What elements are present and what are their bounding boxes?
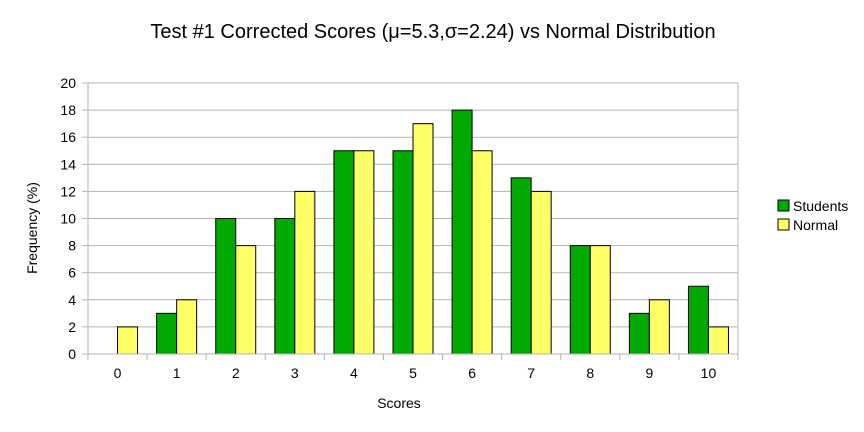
y-tick-label: 6 — [68, 265, 76, 281]
y-axis-label: Frequency (%) — [24, 182, 40, 274]
bar-normal — [235, 245, 257, 355]
x-tick-label: 0 — [114, 365, 122, 381]
y-tick-label: 16 — [60, 129, 76, 145]
x-tick-label: 9 — [645, 365, 653, 381]
bar-students — [156, 312, 178, 355]
y-tick-label: 12 — [60, 183, 76, 199]
x-tick-label: 6 — [468, 365, 476, 381]
y-tick-label: 0 — [68, 346, 76, 362]
bar-normal — [648, 299, 670, 355]
x-tick-labels: 0 1 2 3 4 5 6 7 8 9 10 — [114, 365, 717, 381]
x-tick-label: 1 — [173, 365, 181, 381]
bar-normal — [117, 326, 139, 355]
legend-label-normal: Normal — [793, 217, 838, 233]
bar-normal — [471, 150, 493, 355]
bar-normal — [530, 190, 552, 355]
x-tick-label: 7 — [527, 365, 535, 381]
y-tick-label: 2 — [68, 319, 76, 335]
legend-label-students: Students — [793, 198, 848, 214]
legend-swatch-normal — [777, 218, 790, 231]
bar-normal — [353, 150, 375, 355]
legend-swatch-students — [777, 199, 790, 212]
bar-students — [392, 150, 414, 355]
bar-students — [333, 150, 355, 355]
bar-students — [215, 218, 237, 355]
y-tick-labels: 0 2 4 6 8 10 12 14 16 18 20 — [60, 75, 76, 362]
plot-border — [87, 82, 739, 355]
bar-normal — [176, 299, 198, 355]
bar-students — [569, 245, 591, 355]
x-tick-label: 8 — [586, 365, 594, 381]
bar-students — [451, 109, 473, 355]
x-tick-label: 10 — [701, 365, 717, 381]
chart-title: Test #1 Corrected Scores (μ=5.3,σ=2.24) … — [150, 21, 715, 43]
y-tick-label: 4 — [68, 292, 76, 308]
x-tick-label: 3 — [291, 365, 299, 381]
bar-students — [274, 218, 296, 355]
bar-students — [687, 285, 709, 355]
bar-normal — [589, 245, 611, 355]
y-tick-label: 14 — [60, 156, 76, 172]
bar-students — [510, 177, 532, 355]
bar-normal — [294, 190, 316, 355]
y-tick-label: 8 — [68, 238, 76, 254]
y-tick-label: 10 — [60, 211, 76, 227]
legend: Students Normal — [777, 198, 848, 233]
bar-students — [628, 312, 650, 355]
bar-normal — [412, 123, 434, 355]
x-tick-label: 4 — [350, 365, 358, 381]
bars — [117, 109, 729, 355]
x-axis-label: Scores — [377, 395, 421, 411]
x-tick-label: 5 — [409, 365, 417, 381]
bar-normal — [707, 326, 729, 355]
y-tick-label: 20 — [60, 75, 76, 91]
y-tick-label: 18 — [60, 102, 76, 118]
x-tick-label: 2 — [232, 365, 240, 381]
